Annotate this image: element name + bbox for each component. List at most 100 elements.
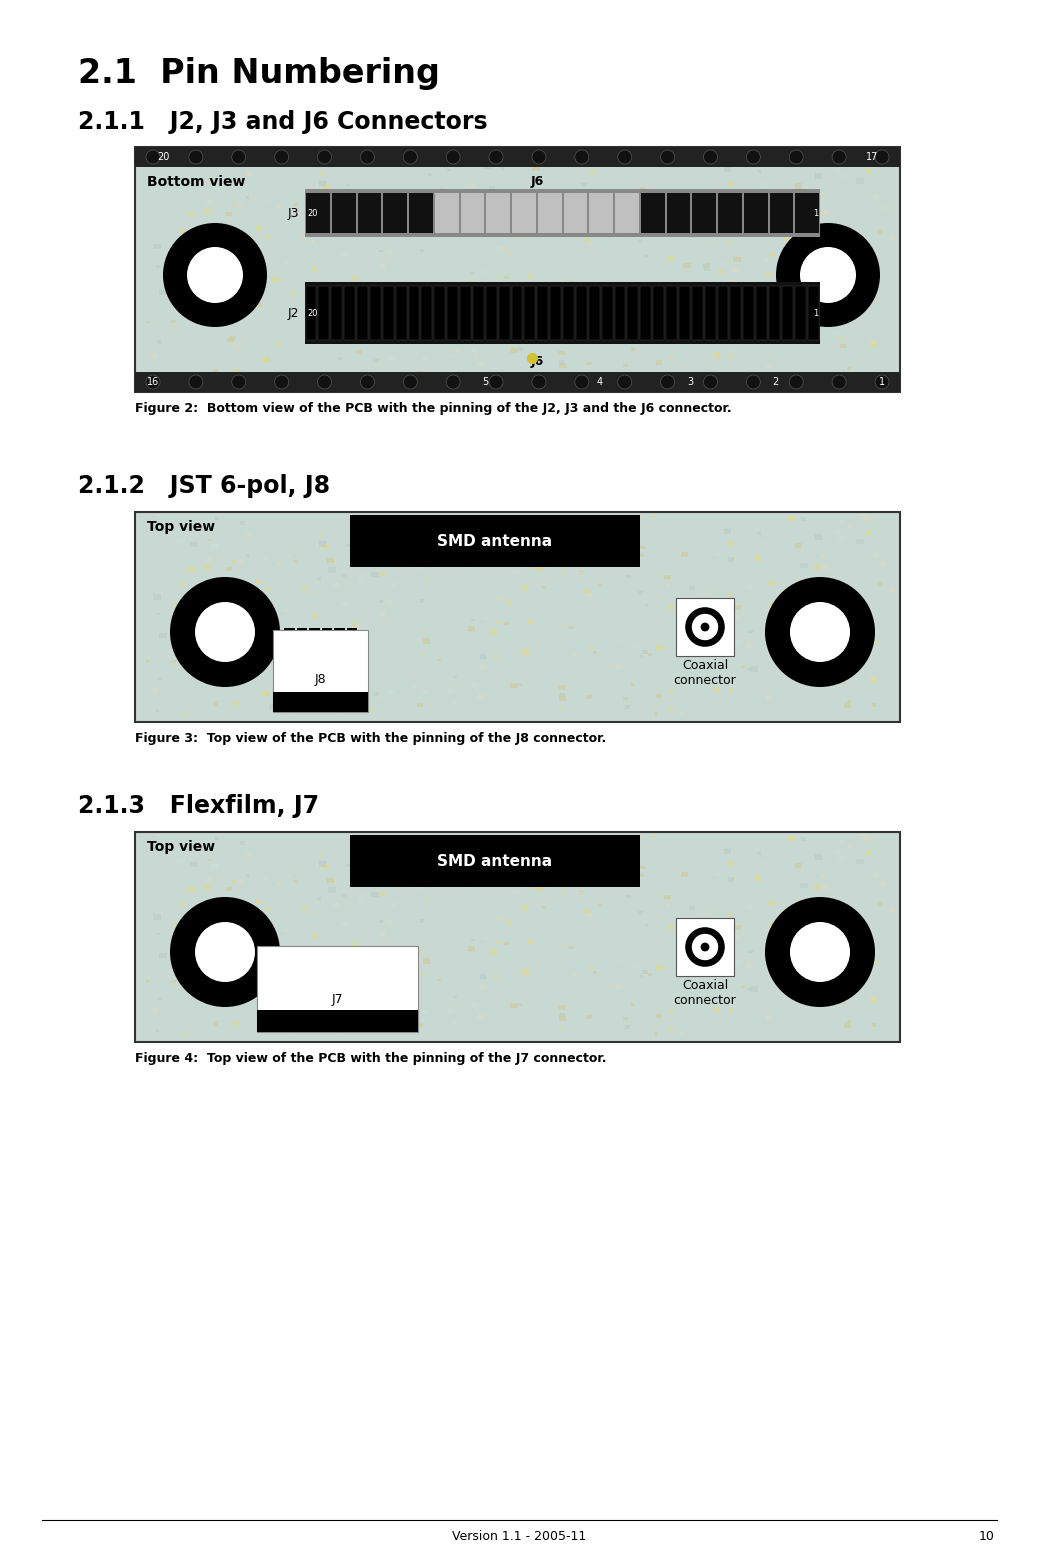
Bar	[867, 531, 872, 534]
Bar	[656, 694, 662, 698]
Text: Coaxial
connector: Coaxial connector	[673, 659, 737, 687]
Bar	[838, 534, 847, 540]
Bar	[627, 220, 631, 223]
Bar	[334, 583, 339, 586]
Bar	[376, 695, 381, 700]
Bar	[822, 875, 825, 876]
Bar	[437, 319, 441, 322]
Bar	[352, 276, 357, 280]
Bar	[222, 269, 227, 272]
Bar	[239, 928, 244, 933]
Bar	[831, 669, 840, 673]
Bar	[362, 868, 366, 872]
Bar	[163, 358, 166, 359]
Bar	[488, 545, 495, 550]
Bar	[237, 908, 241, 911]
Bar	[713, 687, 720, 692]
Bar	[569, 947, 574, 950]
Circle shape	[489, 375, 503, 389]
Bar	[647, 312, 652, 316]
Bar	[788, 837, 795, 842]
Bar	[480, 975, 487, 979]
Bar	[455, 868, 459, 873]
Bar	[180, 583, 185, 586]
Bar	[447, 286, 458, 341]
Bar	[352, 942, 357, 947]
Bar	[747, 233, 753, 236]
Bar	[528, 940, 533, 943]
Bar	[452, 1022, 457, 1025]
Bar	[265, 587, 270, 590]
Bar	[817, 937, 824, 942]
Circle shape	[746, 150, 761, 164]
Bar	[558, 1006, 565, 1011]
Bar	[838, 854, 847, 861]
Bar	[847, 367, 851, 370]
Bar	[727, 556, 734, 561]
Bar	[174, 325, 177, 328]
Bar	[349, 947, 353, 958]
Bar	[614, 908, 618, 911]
Bar	[669, 356, 673, 359]
Bar	[713, 350, 718, 355]
Bar	[486, 848, 489, 850]
Bar	[322, 184, 329, 189]
Bar	[822, 209, 829, 214]
Bar	[584, 237, 590, 242]
Bar	[454, 559, 457, 561]
Bar	[581, 862, 587, 867]
Bar	[795, 898, 802, 903]
Bar	[331, 194, 355, 233]
Bar	[352, 622, 357, 626]
Bar	[762, 542, 766, 545]
Bar	[266, 694, 269, 695]
Bar	[431, 556, 433, 558]
Bar	[638, 911, 643, 915]
Bar	[559, 364, 566, 369]
Bar	[163, 1011, 166, 1014]
Bar	[357, 578, 364, 583]
Bar	[735, 295, 742, 301]
Bar	[387, 250, 392, 255]
Bar	[456, 684, 459, 687]
Bar	[265, 236, 270, 239]
Bar	[417, 703, 423, 708]
Circle shape	[746, 375, 761, 389]
Bar	[327, 201, 335, 206]
Bar	[495, 620, 499, 623]
Text: 3: 3	[687, 376, 693, 387]
Bar	[666, 925, 674, 929]
Text: SMD antenna: SMD antenna	[437, 534, 553, 548]
Bar	[312, 912, 315, 914]
Text: 16: 16	[146, 376, 159, 387]
Bar	[368, 1028, 373, 1031]
Bar	[666, 904, 669, 908]
Bar	[215, 517, 219, 520]
Bar	[571, 312, 577, 316]
Bar	[579, 217, 584, 220]
Bar	[492, 975, 498, 978]
Text: 20: 20	[157, 152, 169, 162]
Bar	[501, 530, 504, 533]
Bar	[374, 191, 378, 192]
Bar	[172, 617, 179, 622]
Bar	[135, 833, 900, 1042]
Bar	[742, 665, 745, 669]
Bar	[245, 195, 249, 198]
Bar	[171, 979, 176, 982]
Bar	[218, 1022, 224, 1026]
Bar	[422, 1011, 428, 1014]
Bar	[756, 286, 767, 341]
Bar	[498, 917, 505, 922]
Bar	[213, 701, 219, 706]
Bar	[767, 619, 771, 622]
Bar	[831, 331, 840, 336]
Bar	[283, 609, 288, 612]
Bar	[627, 575, 631, 578]
Bar	[511, 286, 523, 341]
Bar	[228, 995, 234, 998]
Bar	[305, 283, 820, 344]
Bar	[822, 886, 829, 890]
Bar	[215, 837, 219, 840]
Bar	[535, 886, 543, 890]
